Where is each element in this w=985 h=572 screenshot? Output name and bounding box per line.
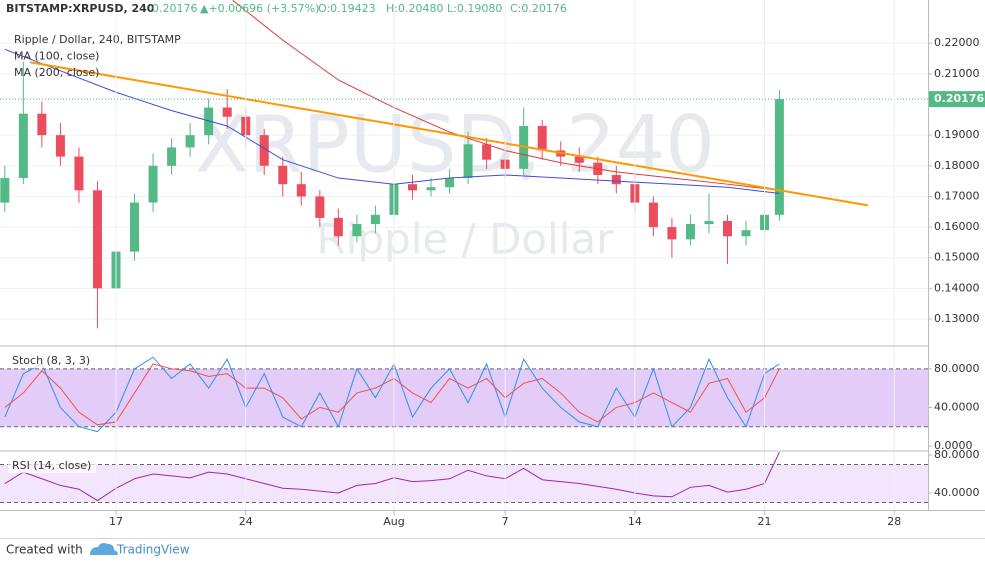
y-tick-label: 80.0000 xyxy=(934,448,980,461)
candle-body xyxy=(333,217,343,237)
watermark: XRPUSD, 240 xyxy=(195,100,715,190)
panel: XRPUSD, 240 Ripple / Dollar xyxy=(0,0,928,329)
x-tick-label: 17 xyxy=(109,515,123,528)
candle-body xyxy=(74,156,84,191)
x-tick-label: 7 xyxy=(502,515,509,528)
candle-body xyxy=(426,187,436,191)
logo xyxy=(90,543,118,555)
panel xyxy=(0,356,928,433)
created-with: Created with xyxy=(6,543,83,557)
candle-body xyxy=(648,202,658,228)
ohlc-close: C:0.20176 xyxy=(510,2,567,15)
last-price-box xyxy=(929,91,985,108)
change: ▲+0.00696 (+3.57%) xyxy=(200,2,319,15)
y-tick-label: 0.22000 xyxy=(934,36,980,49)
candle-body xyxy=(445,178,455,188)
y-tick-label: 0.18000 xyxy=(934,159,980,172)
candle-body xyxy=(574,156,584,163)
symbol: BITSTAMP:XRPUSD, 240 xyxy=(6,2,155,15)
y-tick-label: 80.0000 xyxy=(934,362,980,375)
candle-body xyxy=(370,214,380,225)
trendline xyxy=(29,61,869,207)
panel-title: RSI (14, close) xyxy=(12,459,91,472)
candle-body xyxy=(278,165,288,185)
candle-body xyxy=(37,113,47,136)
panel xyxy=(0,452,928,504)
ohlc-low: L:0.19080 xyxy=(447,2,502,15)
watermark: Ripple / Dollar xyxy=(317,215,615,264)
candle-body xyxy=(92,190,102,289)
candle-body xyxy=(704,220,714,225)
candle-body xyxy=(222,107,232,117)
candle-body xyxy=(259,135,269,166)
candle-body xyxy=(723,220,733,237)
y-tick-label: 0.17000 xyxy=(934,189,980,202)
candle-body xyxy=(482,144,492,160)
y-tick-label: 0.0000 xyxy=(934,439,973,452)
band xyxy=(0,368,928,427)
legend-entry: MA (200, close) xyxy=(14,66,99,79)
candle-body xyxy=(611,174,621,185)
y-tick-label: 40.0000 xyxy=(934,400,980,413)
plot-layer: XRPUSD, 240 Ripple / Dollar 0.13000 0.14000… xyxy=(0,0,985,528)
y-tick-label: 40.0000 xyxy=(934,486,980,499)
candle-body xyxy=(130,202,140,252)
panel-title-bg xyxy=(8,352,96,368)
legend-entry: MA (100, close) xyxy=(14,50,99,63)
legend-entry: Ripple / Dollar, 240, BITSTAMP xyxy=(14,33,181,46)
last-price-label: 0.20176 xyxy=(934,92,984,105)
ohlc-high: H:0.20480 xyxy=(386,2,443,15)
candle-body xyxy=(0,178,10,203)
candle-body xyxy=(296,184,306,197)
panel-title: Stoch (8, 3, 3) xyxy=(12,354,90,367)
candle-body xyxy=(55,135,65,157)
y-tick-label: 0.16000 xyxy=(934,220,980,233)
band xyxy=(0,464,928,503)
x-tick-label: 28 xyxy=(887,515,901,528)
candle-body xyxy=(352,224,362,237)
candle-body xyxy=(148,165,158,203)
candle-body xyxy=(667,227,677,240)
y-tick-label: 0.21000 xyxy=(934,67,980,80)
candle-body xyxy=(407,184,417,191)
x-tick-label: Aug xyxy=(383,515,404,528)
x-tick-label: 14 xyxy=(628,515,642,528)
candle-body xyxy=(167,147,177,166)
candle-body xyxy=(774,99,784,215)
candle-body xyxy=(685,224,695,240)
candle-body xyxy=(463,144,473,179)
x-tick-label: 24 xyxy=(239,515,253,528)
footer: Created with TradingView xyxy=(6,543,190,557)
panel-title-bg xyxy=(8,457,96,473)
candle-body xyxy=(537,125,547,151)
ohlc-open: O:0.19423 xyxy=(318,2,376,15)
y-tick-label: 0.13000 xyxy=(934,312,980,325)
header: BITSTAMP:XRPUSD, 240 0.20176 ▲+0.00696 (… xyxy=(6,2,567,15)
brand[interactable]: TradingView xyxy=(116,543,190,557)
y-tick-label: 0.19000 xyxy=(934,128,980,141)
last: 0.20176 xyxy=(152,2,198,15)
x-tick-label: 21 xyxy=(758,515,772,528)
y-tick-label: 0.14000 xyxy=(934,281,980,294)
candle-body xyxy=(185,135,195,148)
candle-body xyxy=(18,113,28,179)
candle-body xyxy=(315,196,325,218)
y-tick-label: 0.15000 xyxy=(934,251,980,264)
candle-body xyxy=(741,230,751,237)
